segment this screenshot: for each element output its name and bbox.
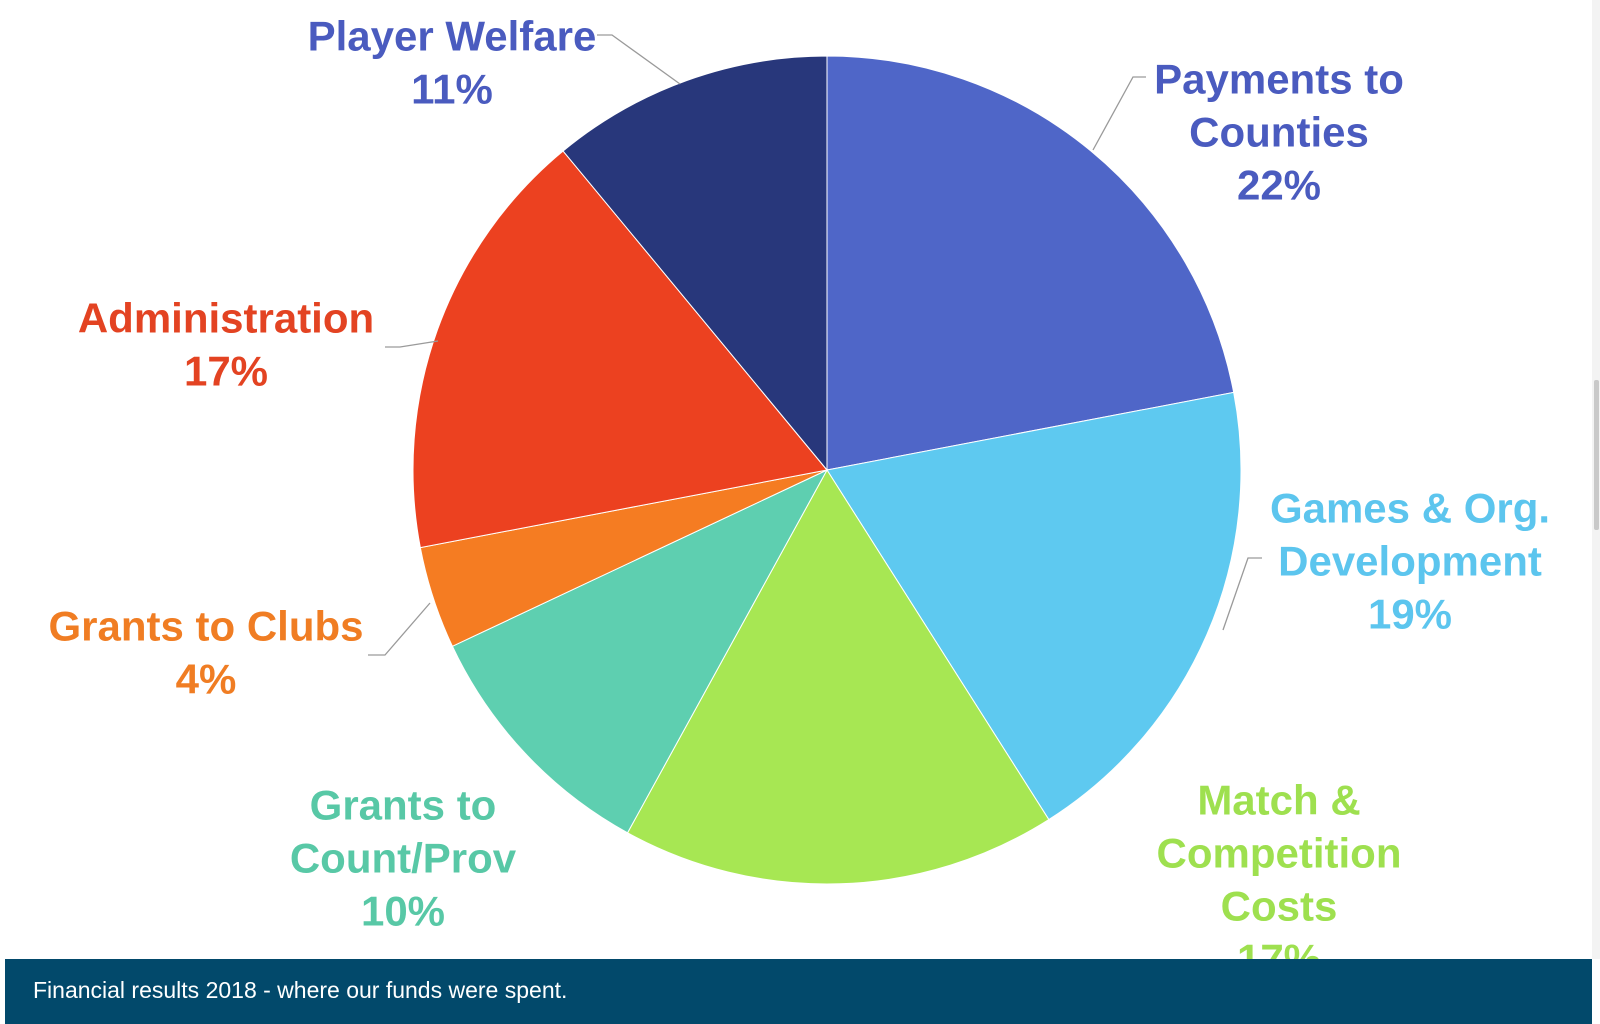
leader-line-5 xyxy=(385,340,439,348)
slice-name-label: Match & xyxy=(1197,776,1360,823)
leader-line-6 xyxy=(597,34,681,85)
slice-name-label: Count/Prov xyxy=(290,834,517,881)
slice-name-label: Costs xyxy=(1221,882,1338,929)
pie-slice-1 xyxy=(826,391,1242,821)
leader-line-0 xyxy=(1092,76,1146,151)
slice-labels: Payments to Counties 22% Games & Org. Develo… xyxy=(48,12,1550,982)
slice-name-label: Games & Org. xyxy=(1270,484,1550,531)
slice-name-label: Development xyxy=(1278,537,1542,584)
leader-line-4 xyxy=(368,602,431,656)
caption-bar xyxy=(5,959,1592,1024)
slice-percent-label: 11% xyxy=(411,65,493,112)
slice-name-label: Counties xyxy=(1189,108,1369,155)
slice-percent-label: 17% xyxy=(184,347,268,394)
pie-slice-5 xyxy=(412,150,828,549)
slice-name-label: Player Welfare xyxy=(308,12,597,59)
pie-slice-3 xyxy=(451,468,829,834)
scrollbar-thumb[interactable] xyxy=(1594,380,1599,530)
slice-name-label: Payments to xyxy=(1154,55,1404,102)
slice-percent-label: 22% xyxy=(1237,161,1321,208)
pie-slice-0 xyxy=(826,55,1235,471)
slice-percent-label: 19% xyxy=(1368,590,1452,637)
slice-name-label: Grants to xyxy=(310,781,497,828)
slice-percent-label: 10% xyxy=(361,887,445,934)
pie-slice-6 xyxy=(562,55,828,472)
slice-name-label: Competition xyxy=(1157,829,1402,876)
pie-slices xyxy=(412,55,1242,885)
leader-lines xyxy=(368,34,1262,656)
slice-percent-label: 4% xyxy=(176,655,237,702)
slice-name-label: Grants to Clubs xyxy=(48,602,363,649)
slice-name-label: Administration xyxy=(78,294,374,341)
pie-slice-2 xyxy=(626,469,1050,885)
caption-text: Financial results 2018 - where our funds… xyxy=(33,977,568,1003)
leader-line-1 xyxy=(1222,557,1262,631)
